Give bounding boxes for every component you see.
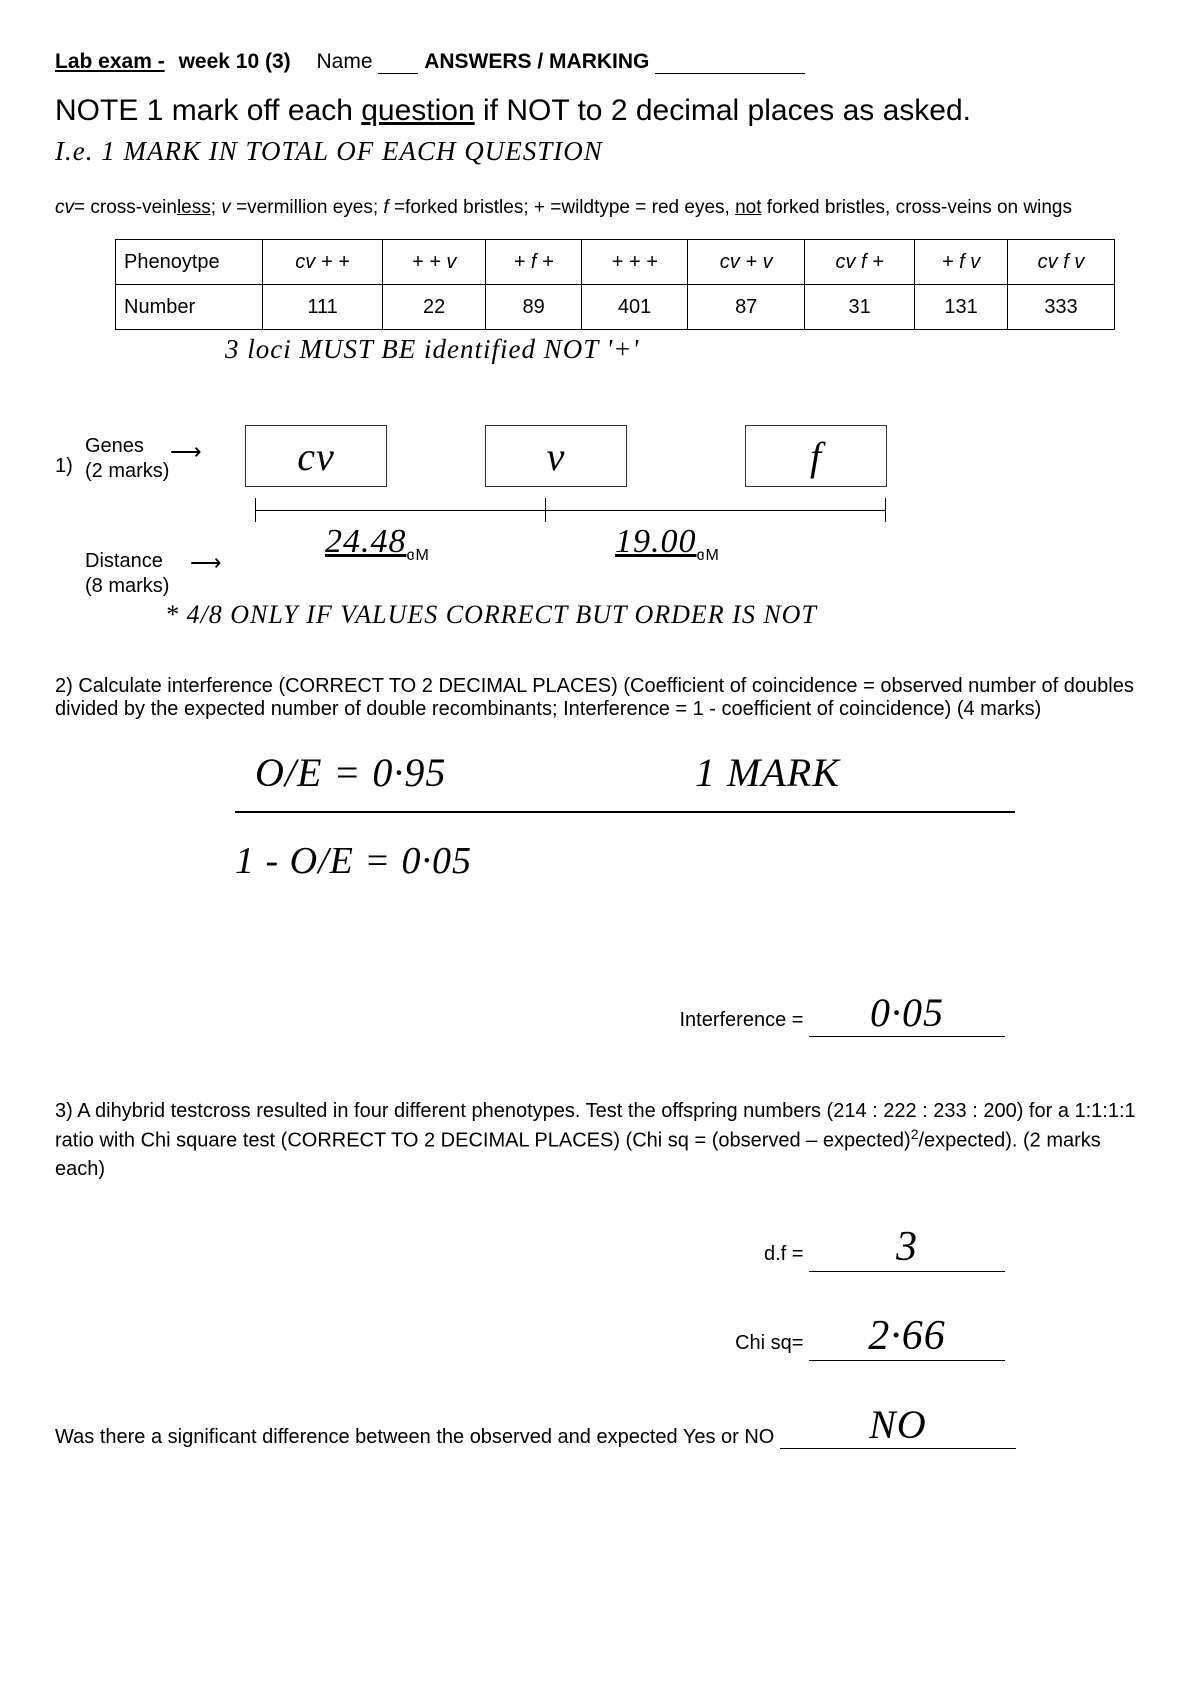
legend-rest: forked bristles, cross-veins on wings <box>762 197 1072 218</box>
legend-v-def: =vermillion eyes; <box>231 197 384 218</box>
map-line <box>255 510 885 511</box>
genes-marks: (2 marks) <box>85 460 169 483</box>
df-value: 3 <box>896 1224 918 1270</box>
table-cell: 401 <box>582 285 688 330</box>
q3-answers: d.f = 3 Chi sq= 2·66 <box>55 1223 1145 1361</box>
df-label: d.f = <box>764 1243 803 1265</box>
q2-working: O/E = 0·95 1 MARK 1 - O/E = 0·05 <box>55 739 1145 979</box>
legend-cv-def: = cross-vein <box>74 197 177 218</box>
table-cell: 131 <box>915 285 1008 330</box>
map-tick <box>885 498 886 522</box>
table-cell: + f + <box>486 240 582 285</box>
table-cell: 22 <box>383 285 486 330</box>
answers-label: ANSWERS / MARKING <box>424 50 649 73</box>
table-cell: cv + v <box>688 240 805 285</box>
legend-cv-u: less; <box>177 197 216 218</box>
legend-cv: cv <box>55 197 74 218</box>
table-cell: cv f v <box>1008 240 1115 285</box>
interference-value: 0·05 <box>870 990 944 1035</box>
table-cell: 111 <box>263 285 383 330</box>
table-cell: 87 <box>688 285 805 330</box>
genes-label: Genes <box>85 435 144 458</box>
exam-page: Lab exam - week 10 (3) Name ANSWERS / MA… <box>0 0 1200 1698</box>
table-cell: + + + <box>582 240 688 285</box>
sig-prompt: Was there a significant difference betwe… <box>55 1426 774 1448</box>
significance-row: Was there a significant difference betwe… <box>55 1401 1145 1449</box>
arrow-icon: ⟶ <box>190 550 222 576</box>
chi-value: 2·66 <box>868 1313 946 1359</box>
table-cell: 89 <box>486 285 582 330</box>
chi-row: Chi sq= 2·66 <box>55 1312 1145 1361</box>
lab-exam-label: Lab exam - <box>55 50 165 73</box>
handwritten-under-table: 3 loci MUST BE identified NOT '+' <box>225 334 1145 365</box>
arrow-icon: ⟶ <box>170 439 202 465</box>
q1-handwritten-note: * 4/8 ONLY IF VALUES CORRECT BUT ORDER I… <box>165 600 817 630</box>
distance-1: 24.48cM <box>325 523 430 565</box>
phenotype-table: Phenoytpe cv + + + + v + f + + + + cv + … <box>115 239 1115 330</box>
row-label-phenotype: Phenoytpe <box>116 240 263 285</box>
cm-unit: cM <box>697 547 720 564</box>
distance-2: 19.00cM <box>615 523 720 565</box>
handwritten-note-top: I.e. 1 MARK IN TOTAL OF EACH QUESTION <box>55 136 1145 167</box>
table-row: Number 111 22 89 401 87 31 131 333 <box>116 285 1115 330</box>
name-blank-1 <box>378 73 418 74</box>
note-prefix: NOTE 1 mark off each <box>55 94 361 127</box>
table-cell: 31 <box>805 285 915 330</box>
legend-f-def: =forked bristles; + =wildtype = red eyes… <box>389 197 735 218</box>
map-tick <box>255 498 256 522</box>
fraction-line <box>235 811 1015 813</box>
cm-unit: cM <box>407 547 430 564</box>
q3-prompt: 3) A dihybrid testcross resulted in four… <box>55 1097 1145 1183</box>
table-cell: + + v <box>383 240 486 285</box>
table-cell: cv + + <box>263 240 383 285</box>
table-cell: cv f + <box>805 240 915 285</box>
header: Lab exam - week 10 (3) Name ANSWERS / MA… <box>55 50 1145 74</box>
map-tick <box>545 498 546 522</box>
q1-gene-map: 1) Genes (2 marks) ⟶ cv v f 24.48cM 19.0… <box>55 395 1145 645</box>
legend-not: not <box>735 197 761 218</box>
q2-prompt: 2) Calculate interference (CORRECT TO 2 … <box>55 675 1145 721</box>
row-label-number: Number <box>116 285 263 330</box>
df-row: d.f = 3 <box>55 1223 1145 1272</box>
gene-box-v: v <box>485 425 627 487</box>
table-row: Phenoytpe cv + + + + v + f + + + + cv + … <box>116 240 1115 285</box>
table-cell: 333 <box>1008 285 1115 330</box>
chi-label: Chi sq= <box>735 1332 803 1354</box>
legend: cv= cross-veinless; v =vermillion eyes; … <box>55 197 1145 219</box>
distance-2-value: 19.00 <box>615 523 697 560</box>
note-suffix: if NOT to 2 decimal places as asked. <box>475 94 971 127</box>
q2-mark: 1 MARK <box>695 749 840 796</box>
note-underlined: question <box>361 94 474 127</box>
gene-box-cv: cv <box>245 425 387 487</box>
gene-box-f: f <box>745 425 887 487</box>
q2-answer-row: Interference = 0·05 <box>55 989 1145 1037</box>
name-label: Name <box>316 50 372 73</box>
distance-marks: (8 marks) <box>85 575 169 598</box>
q2-line2: 1 - O/E = 0·05 <box>235 839 472 883</box>
table-cell: + f v <box>915 240 1008 285</box>
q1-number: 1) <box>55 455 73 478</box>
legend-v: v <box>216 197 231 218</box>
note-line: NOTE 1 mark off each question if NOT to … <box>55 94 1145 128</box>
q2-line1: O/E = 0·95 <box>255 749 446 796</box>
interference-label: Interference = <box>679 1009 803 1031</box>
distance-label: Distance <box>85 550 163 573</box>
name-blank-2 <box>655 73 805 74</box>
q3-sup: 2 <box>911 1126 919 1142</box>
week-label: week 10 (3) <box>179 50 291 73</box>
distance-1-value: 24.48 <box>325 523 407 560</box>
sig-value: NO <box>869 1402 927 1447</box>
